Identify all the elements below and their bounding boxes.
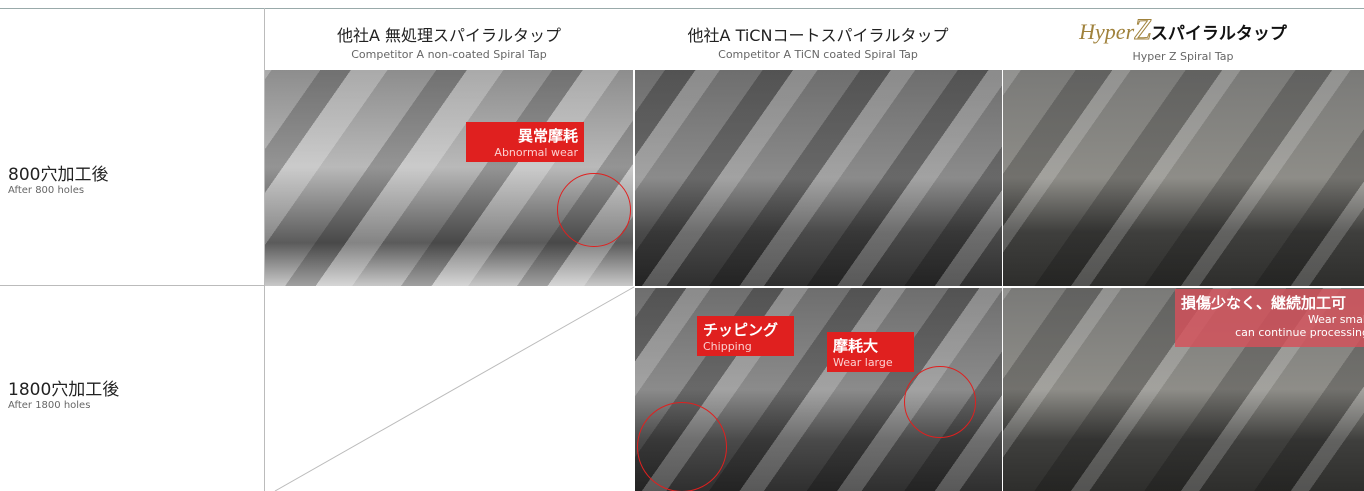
- highlight-circle: [557, 173, 631, 247]
- photo: [635, 70, 1002, 286]
- header-col-3: HyperZスパイラルタップ Hyper Z Spiral Tap: [1002, 13, 1364, 63]
- highlight-circle: [637, 402, 727, 491]
- header-col-2: 他社A TiCNコートスパイラルタップ Competitor A TiCN co…: [634, 22, 1002, 61]
- col-title: 他社A TiCNコートスパイラルタップ: [687, 26, 949, 45]
- logo-prefix: Hyper: [1079, 19, 1135, 44]
- callout-sublabel: Chipping: [703, 340, 752, 353]
- logo: HyperZスパイラルタップ: [1002, 13, 1364, 48]
- callout-sublabel: Wear small: [1307, 313, 1364, 326]
- highlight-circle: [904, 366, 976, 438]
- header-col-1: 他社A 無処理スパイラルタップ Competitor A non-coated …: [264, 22, 634, 61]
- col-title: 他社A 無処理スパイラルタップ: [336, 26, 562, 45]
- callout-sublabel: can continue processing: [1235, 326, 1364, 339]
- callout-label: 損傷少なく、継続加工可: [1181, 294, 1347, 312]
- callout-sublabel: Wear large: [833, 356, 893, 369]
- callout: チッピング Chipping: [697, 316, 794, 356]
- col-subtitle: Competitor A TiCN coated Spiral Tap: [718, 48, 918, 61]
- callout-sublabel: Abnormal wear: [494, 146, 578, 159]
- photo: [1003, 70, 1364, 286]
- callout-label: 異常摩耗: [517, 127, 578, 145]
- logo-title: スパイラルタップ: [1150, 24, 1287, 44]
- callout-label: 摩耗大: [833, 337, 879, 355]
- row-subtitle: After 1800 holes: [8, 400, 91, 411]
- photo: [265, 70, 633, 286]
- row-title: 800穴加工後: [8, 165, 109, 185]
- logo-letter: Z: [1134, 13, 1152, 46]
- col-subtitle: Hyper Z Spiral Tap: [1132, 50, 1234, 63]
- callout: 摩耗大 Wear large: [827, 332, 914, 372]
- row-label-1: 800穴加工後 After 800 holes: [8, 160, 108, 196]
- row-label-2: 1800穴加工後 After 1800 holes: [8, 375, 119, 411]
- row-title: 1800穴加工後: [8, 380, 120, 400]
- row-subtitle: After 800 holes: [8, 185, 85, 196]
- col-subtitle: Competitor A non-coated Spiral Tap: [351, 48, 547, 61]
- callout: 損傷少なく、継続加工可 Wear small can continue proc…: [1175, 289, 1364, 347]
- callout: 異常摩耗 Abnormal wear: [466, 122, 584, 162]
- callout-label: チッピング: [703, 321, 779, 339]
